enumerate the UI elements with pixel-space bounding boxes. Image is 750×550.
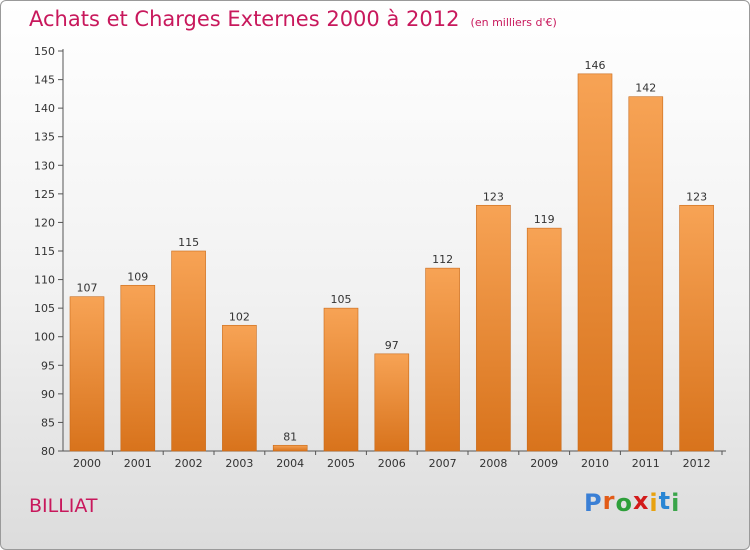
bar-2000 [69, 296, 105, 452]
data-label-2008: 123 [483, 190, 504, 203]
data-label-2002: 115 [178, 236, 199, 249]
y-tick-label: 145 [34, 74, 55, 87]
x-tick-label-2007: 2007 [429, 457, 457, 470]
logo-letter: x [632, 487, 650, 515]
y-tick-label: 105 [34, 302, 55, 315]
x-tick-label-2009: 2009 [530, 457, 558, 470]
x-tick-label-2008: 2008 [479, 457, 507, 470]
y-tick-label: 95 [41, 359, 55, 372]
bar-2006 [374, 353, 410, 452]
chart-title-block: Achats et Charges Externes 2000 à 2012 (… [29, 7, 557, 31]
bar-2008 [476, 204, 511, 452]
y-tick-label: 135 [34, 131, 55, 144]
x-tick-label-2006: 2006 [378, 457, 406, 470]
x-tick-label-2010: 2010 [581, 457, 609, 470]
x-tick-label-2000: 2000 [73, 457, 101, 470]
y-tick-label: 150 [34, 45, 55, 58]
bar-2001 [120, 284, 156, 452]
y-tick-label: 110 [34, 274, 55, 287]
y-tick-label: 100 [34, 331, 55, 344]
x-tick-label-2005: 2005 [327, 457, 355, 470]
chart-subtitle: (en milliers d'€) [470, 16, 557, 29]
data-label-2004: 81 [283, 430, 297, 443]
data-label-2006: 97 [385, 339, 399, 352]
proxiti-logo: Proxiti [584, 487, 681, 517]
data-label-2007: 112 [432, 253, 453, 266]
logo-letter: P [584, 489, 603, 517]
logo-letter: i [671, 489, 681, 517]
y-tick-label: 140 [34, 102, 55, 115]
y-tick-label: 90 [41, 388, 55, 401]
bar-2007 [425, 267, 460, 452]
commune-name: BILLIAT [29, 495, 98, 517]
data-label-2005: 105 [331, 293, 352, 306]
bar-2012 [679, 204, 714, 452]
data-label-2011: 142 [635, 82, 656, 95]
data-label-2010: 146 [585, 59, 606, 72]
x-tick-label-2004: 2004 [276, 457, 304, 470]
y-tick-label: 80 [41, 445, 55, 458]
chart-title: Achats et Charges Externes 2000 à 2012 [29, 7, 460, 31]
logo-letter: o [615, 489, 633, 517]
data-label-2000: 107 [77, 282, 98, 295]
logo-letter: i [649, 489, 659, 517]
data-label-2001: 109 [127, 270, 148, 283]
logo-letter: t [658, 487, 672, 515]
x-tick-label-2011: 2011 [632, 457, 660, 470]
bar-2005 [323, 307, 359, 452]
y-tick-label: 115 [34, 245, 55, 258]
x-tick-label-2002: 2002 [175, 457, 203, 470]
y-tick-label: 120 [34, 216, 55, 229]
logo-letter: r [602, 487, 616, 515]
bar-2011 [628, 96, 664, 452]
bar-2010 [577, 73, 613, 452]
x-tick-label-2001: 2001 [124, 457, 152, 470]
x-tick-label-2003: 2003 [225, 457, 253, 470]
y-tick-label: 130 [34, 159, 55, 172]
bar-2004 [272, 444, 308, 452]
data-label-2003: 102 [229, 310, 250, 323]
bar-2002 [171, 250, 206, 452]
bar-2009 [526, 227, 562, 452]
y-tick-label: 85 [41, 416, 55, 429]
x-tick-label-2012: 2012 [683, 457, 711, 470]
bar-2003 [222, 324, 257, 452]
data-label-2009: 119 [534, 213, 555, 226]
data-label-2012: 123 [686, 190, 707, 203]
y-tick-label: 125 [34, 188, 55, 201]
